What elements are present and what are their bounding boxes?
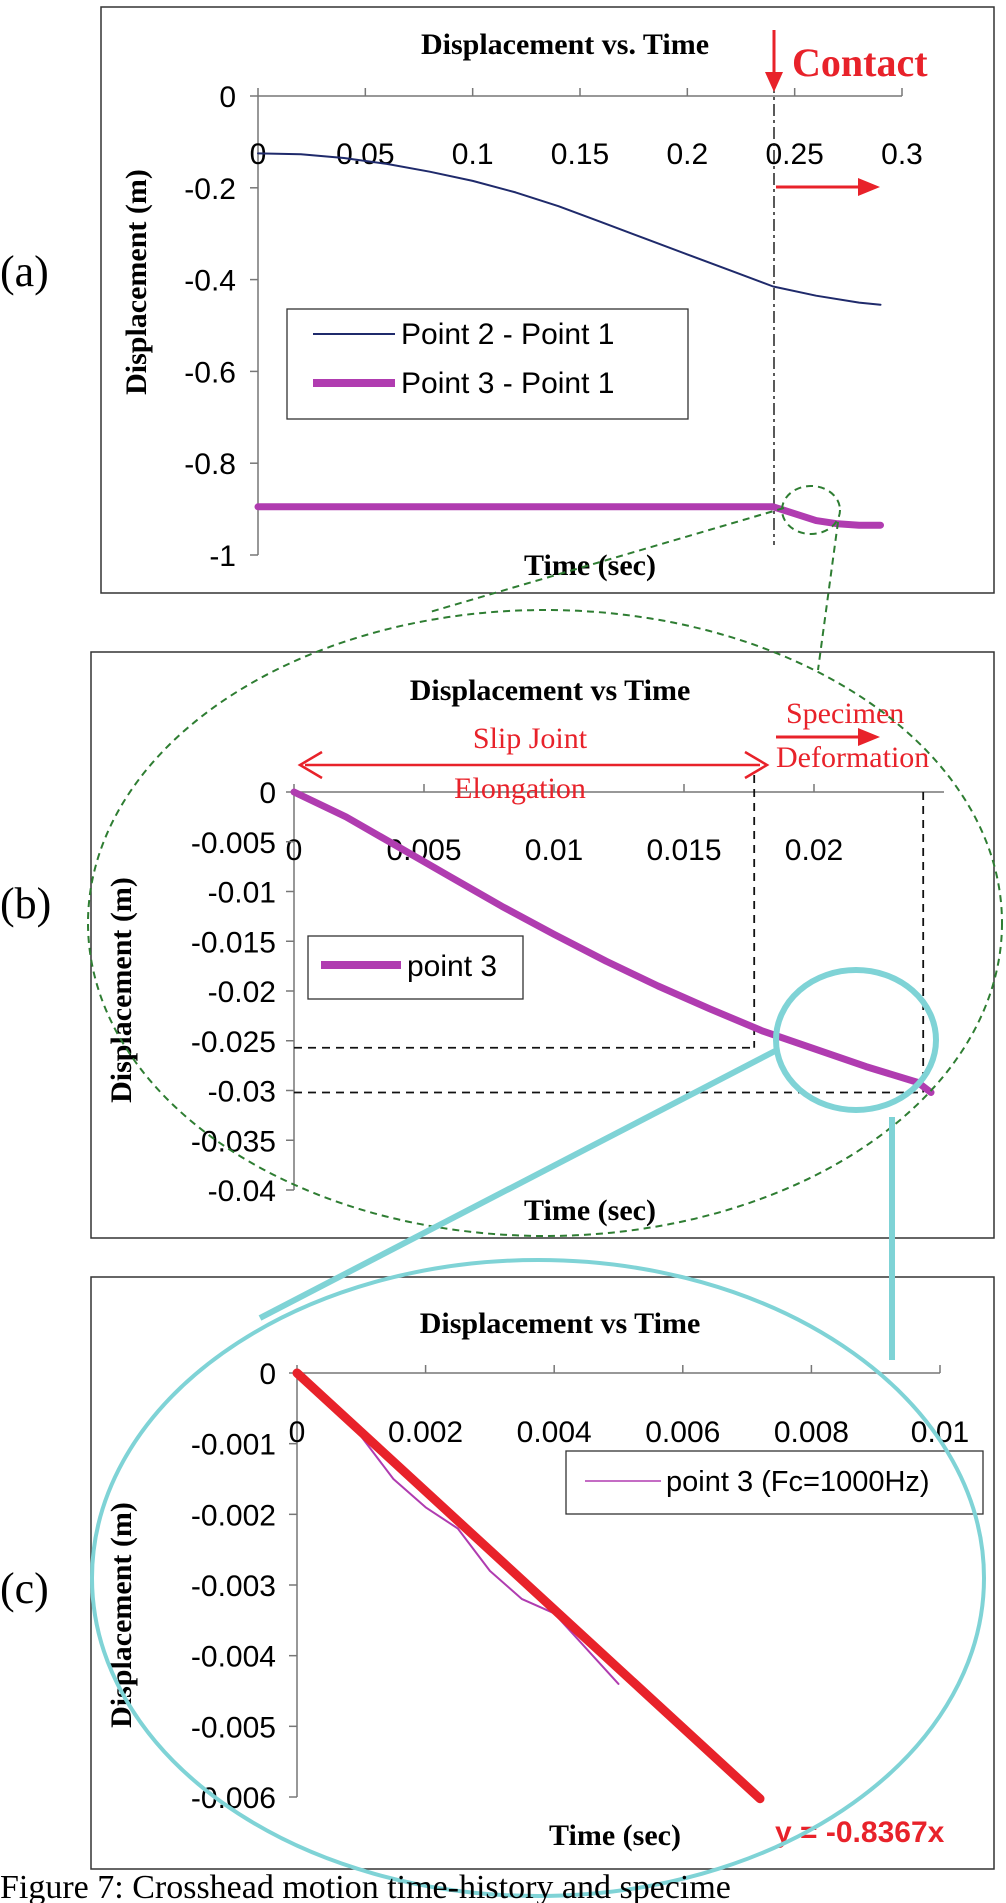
legend-a-item-1: Point 2 - Point 1 bbox=[401, 318, 614, 351]
panel-a-series-2-line bbox=[254, 503, 884, 529]
panel-c-legend: point 3 (Fc=1000Hz) bbox=[565, 1450, 984, 1515]
panel-a-ytick-label: -0.8 bbox=[184, 448, 236, 481]
panel-c-xtick-label: 0.006 bbox=[645, 1416, 720, 1449]
zoom-b-small-ellipse bbox=[773, 967, 939, 1113]
panel-b-series bbox=[290, 788, 935, 1096]
panel-b-xtick-label: 0.02 bbox=[785, 834, 843, 867]
panel-a-xtick-label: 0.1 bbox=[452, 138, 494, 171]
panel-a-ytick-label: -1 bbox=[209, 540, 236, 573]
legend-b-item-1: point 3 bbox=[407, 950, 497, 983]
panel-a-xtick-label: 0.15 bbox=[551, 138, 609, 171]
panel-a-xlabel: Time (sec) bbox=[524, 549, 656, 582]
slip-joint-label: Slip Joint bbox=[473, 722, 588, 755]
figure-caption: Figure 7: Crosshead motion time-history … bbox=[0, 1869, 731, 1903]
legend-c-item-1: point 3 (Fc=1000Hz) bbox=[666, 1466, 930, 1498]
slip-joint-arrow bbox=[297, 750, 770, 780]
panel-label-b: (b) bbox=[0, 879, 51, 928]
panel-c-xtick-label: 0.008 bbox=[774, 1416, 849, 1449]
panel-label-c: (c) bbox=[0, 1564, 49, 1613]
contact-label: Contact bbox=[792, 40, 928, 85]
panel-label-a: (a) bbox=[0, 247, 49, 296]
panel-c-ytick-label: -0.005 bbox=[191, 1711, 276, 1744]
panel-b-frame bbox=[90, 651, 995, 1239]
panel-a-ylabel: Displacement (m) bbox=[120, 169, 153, 395]
panel-b-xtick-label: 0.01 bbox=[525, 834, 583, 867]
contact-down-arrow bbox=[765, 30, 783, 92]
panel-b-ytick-label: -0.005 bbox=[191, 827, 276, 860]
panel-a-series bbox=[254, 152, 884, 529]
specimen-label: Specimen bbox=[786, 697, 904, 730]
panel-c-xtick-label: 0 bbox=[289, 1416, 306, 1449]
trendline-equation: y = -0.8367x bbox=[775, 1816, 945, 1849]
panel-c-ytick-label: -0.001 bbox=[191, 1429, 276, 1462]
panel-a-ytick-label: -0.4 bbox=[184, 265, 236, 298]
panel-a-xtick-label: 0.2 bbox=[666, 138, 708, 171]
zoom-a-small-ellipse bbox=[781, 485, 841, 535]
panel-c-ytick-label: -0.002 bbox=[191, 1499, 276, 1532]
panel-c-xtick-label: 0.004 bbox=[517, 1416, 592, 1449]
panel-b-marker-lines bbox=[294, 775, 925, 1094]
panel-c-title: Displacement vs Time bbox=[420, 1307, 701, 1340]
panel-c-frame bbox=[90, 1276, 995, 1870]
panel-b-ylabel: Displacement (m) bbox=[105, 877, 138, 1103]
contact-right-arrow bbox=[776, 178, 880, 196]
panel-a-legend: Point 2 - Point 1 Point 3 - Point 1 bbox=[286, 308, 689, 420]
panel-a-ytick-label: 0 bbox=[219, 81, 236, 114]
panel-b-ytick-label: -0.025 bbox=[191, 1026, 276, 1059]
panel-a-ticks: 0 0.05 0.1 0.15 0.2 0.25 0.3 0 -0.2 -0.4 -0.6 -0.8 -… bbox=[184, 81, 923, 573]
zoom-callouts bbox=[87, 485, 1003, 1898]
panel-b-ytick-label: -0.01 bbox=[208, 877, 276, 910]
panel-a-xtick-label: 0.3 bbox=[881, 138, 923, 171]
panel-a-xtick-label: 0.25 bbox=[765, 138, 823, 171]
panel-b-series-1-line bbox=[290, 788, 935, 1096]
panel-a-ytick-label: -0.6 bbox=[184, 356, 236, 389]
deformation-label: Deformation bbox=[776, 741, 929, 774]
panel-c-series bbox=[292, 1368, 765, 1804]
panel-b-xtick-label: 0.015 bbox=[646, 834, 721, 867]
panel-a-title: Displacement vs. Time bbox=[421, 28, 709, 61]
legend-a-item-2: Point 3 - Point 1 bbox=[401, 367, 614, 400]
panel-c-xtick-label: 0.002 bbox=[388, 1416, 463, 1449]
panel-b-legend: point 3 bbox=[307, 935, 524, 1000]
panel-a-xtick-label: 0 bbox=[250, 138, 267, 171]
panel-b-ytick-label: 0 bbox=[259, 777, 276, 810]
panel-b-ytick-label: -0.02 bbox=[208, 976, 276, 1009]
panel-c-ticks: 0 0.002 0.004 0.006 0.008 0.01 0 -0.001 -0.002 -0… bbox=[191, 1358, 969, 1815]
panel-b-ytick-label: -0.03 bbox=[208, 1076, 276, 1109]
panel-c-ytick-label: -0.004 bbox=[191, 1641, 276, 1674]
panel-a-series-1-line bbox=[257, 152, 882, 306]
panel-c-ytick-label: 0 bbox=[259, 1358, 276, 1391]
panel-a-xtick-label: 0.05 bbox=[336, 138, 394, 171]
elongation-label: Elongation bbox=[454, 772, 586, 805]
panel-b-ytick-label: -0.015 bbox=[191, 926, 276, 959]
zoom-a-large-ellipse bbox=[87, 609, 1003, 1237]
specimen-arrow bbox=[776, 728, 880, 746]
panel-c-ytick-label: -0.003 bbox=[191, 1570, 276, 1603]
panel-c-series-2-line bbox=[292, 1368, 765, 1804]
panel-b-xtick-label: 0 bbox=[286, 834, 303, 867]
panel-a-ytick-label: -0.2 bbox=[184, 173, 236, 206]
panel-b-title: Displacement vs Time bbox=[410, 674, 691, 707]
zoom-b-large-ellipse bbox=[90, 1258, 986, 1898]
panel-c-xtick-label: 0.01 bbox=[911, 1416, 969, 1449]
panel-b-xlabel: Time (sec) bbox=[524, 1194, 656, 1227]
panel-b-ytick-label: -0.04 bbox=[208, 1175, 276, 1208]
panel-c-xlabel: Time (sec) bbox=[549, 1819, 681, 1852]
